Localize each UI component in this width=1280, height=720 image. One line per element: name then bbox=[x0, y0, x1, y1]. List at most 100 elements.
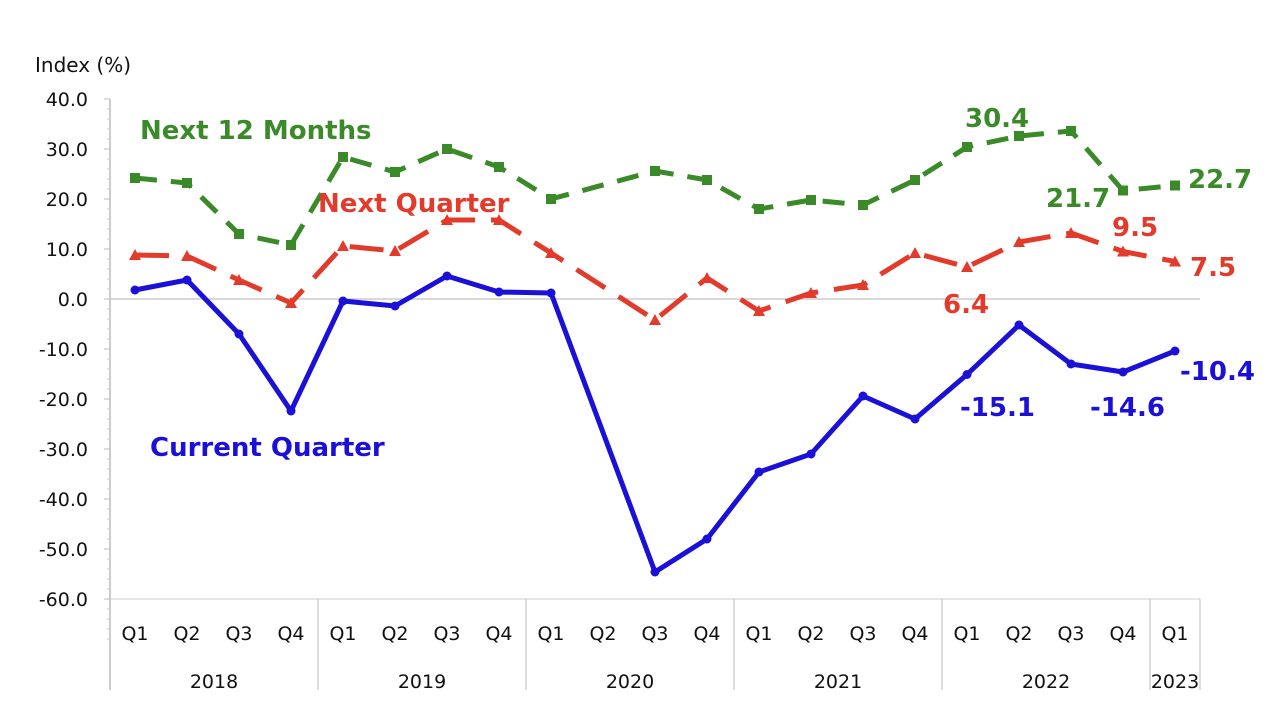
data-point bbox=[337, 240, 349, 251]
x-tick-label: Q2 bbox=[173, 623, 200, 645]
data-label: -15.1 bbox=[960, 393, 1035, 423]
y-tick-label: 20.0 bbox=[46, 189, 88, 211]
x-tick-label: Q4 bbox=[693, 623, 720, 645]
y-axis-label: Index (%) bbox=[35, 53, 131, 77]
data-label: 6.4 bbox=[943, 290, 989, 320]
x-tick-label: Q2 bbox=[381, 623, 408, 645]
year-label: 2023 bbox=[1151, 671, 1199, 693]
year-label: 2019 bbox=[398, 671, 446, 693]
series-line-next-quarter bbox=[134, 217, 1176, 323]
x-tick-label: Q1 bbox=[121, 623, 148, 645]
data-label: 30.4 bbox=[965, 104, 1029, 134]
x-tick-label: Q3 bbox=[849, 623, 876, 645]
x-tick-label: Q2 bbox=[589, 623, 616, 645]
x-tick-label: Q1 bbox=[1161, 623, 1188, 645]
data-point bbox=[338, 296, 348, 306]
data-label: 7.5 bbox=[1190, 253, 1236, 283]
y-tick-label: 0.0 bbox=[58, 289, 88, 311]
data-point bbox=[701, 272, 713, 283]
y-tick-label: 10.0 bbox=[46, 239, 88, 261]
data-label: 22.7 bbox=[1188, 165, 1252, 195]
x-tick-label: Q1 bbox=[329, 623, 356, 645]
series-label: Current Quarter bbox=[150, 433, 385, 463]
data-point bbox=[234, 229, 244, 239]
data-point bbox=[649, 314, 661, 325]
year-label: 2022 bbox=[1022, 671, 1070, 693]
data-point bbox=[390, 167, 400, 177]
data-point bbox=[857, 279, 869, 290]
data-point bbox=[390, 301, 400, 311]
data-point bbox=[910, 175, 920, 185]
data-point bbox=[493, 214, 505, 225]
data-point bbox=[1066, 126, 1076, 136]
x-tick-label: Q3 bbox=[1057, 623, 1084, 645]
data-point bbox=[389, 245, 401, 256]
data-point bbox=[338, 152, 348, 162]
data-label: 21.7 bbox=[1046, 184, 1110, 214]
y-tick-label: -30.0 bbox=[39, 439, 88, 461]
series-line-next-12-months bbox=[134, 128, 1176, 248]
series-label: Next Quarter bbox=[318, 189, 510, 219]
data-point bbox=[182, 178, 192, 188]
year-label: 2021 bbox=[814, 671, 862, 693]
data-point bbox=[806, 195, 816, 205]
year-label: 2018 bbox=[190, 671, 238, 693]
data-point bbox=[858, 200, 868, 210]
data-point bbox=[441, 214, 453, 225]
data-point bbox=[754, 204, 764, 214]
data-point bbox=[546, 288, 556, 298]
series-label: Next 12 Months bbox=[140, 116, 372, 146]
data-point bbox=[1118, 185, 1128, 196]
data-point bbox=[129, 249, 141, 260]
data-point bbox=[494, 162, 504, 172]
data-point bbox=[494, 287, 504, 297]
data-point bbox=[1117, 245, 1129, 257]
data-point bbox=[1066, 359, 1076, 369]
data-point bbox=[650, 166, 660, 176]
x-tick-label: Q3 bbox=[225, 623, 252, 645]
data-point bbox=[442, 144, 452, 154]
data-point bbox=[702, 175, 712, 185]
data-point bbox=[962, 142, 972, 152]
data-point bbox=[234, 329, 244, 339]
data-point bbox=[1170, 346, 1180, 356]
data-label: 9.5 bbox=[1112, 213, 1158, 243]
data-point bbox=[910, 414, 920, 424]
x-tick-label: Q2 bbox=[1005, 623, 1032, 645]
data-point bbox=[753, 305, 765, 316]
data-point bbox=[961, 261, 973, 272]
data-point bbox=[806, 449, 816, 459]
data-point bbox=[130, 173, 140, 183]
data-point bbox=[650, 567, 660, 577]
data-point bbox=[1014, 320, 1024, 330]
data-point bbox=[546, 194, 556, 204]
data-point bbox=[181, 250, 193, 261]
x-tick-label: Q1 bbox=[745, 623, 772, 645]
data-point bbox=[805, 287, 817, 298]
data-point bbox=[1014, 131, 1024, 141]
y-tick-label: 40.0 bbox=[46, 89, 88, 111]
data-label: -10.4 bbox=[1180, 357, 1255, 387]
data-point bbox=[545, 247, 557, 258]
data-point bbox=[130, 285, 140, 295]
data-point bbox=[1065, 227, 1077, 238]
data-point bbox=[702, 534, 712, 544]
data-point bbox=[182, 275, 192, 285]
data-point bbox=[285, 297, 297, 308]
data-point bbox=[1170, 180, 1180, 191]
x-tick-label: Q2 bbox=[797, 623, 824, 645]
data-point bbox=[1013, 236, 1025, 247]
data-point bbox=[286, 406, 296, 416]
x-tick-label: Q4 bbox=[1109, 623, 1136, 645]
y-tick-label: -60.0 bbox=[39, 589, 88, 611]
data-point bbox=[962, 370, 972, 379]
data-point bbox=[1169, 255, 1181, 267]
data-point bbox=[909, 247, 921, 258]
data-point bbox=[233, 274, 245, 285]
data-point bbox=[858, 391, 868, 401]
y-tick-label: -10.0 bbox=[39, 339, 88, 361]
x-tick-label: Q4 bbox=[485, 623, 512, 645]
y-tick-label: -40.0 bbox=[39, 489, 88, 511]
x-tick-label: Q4 bbox=[277, 623, 304, 645]
